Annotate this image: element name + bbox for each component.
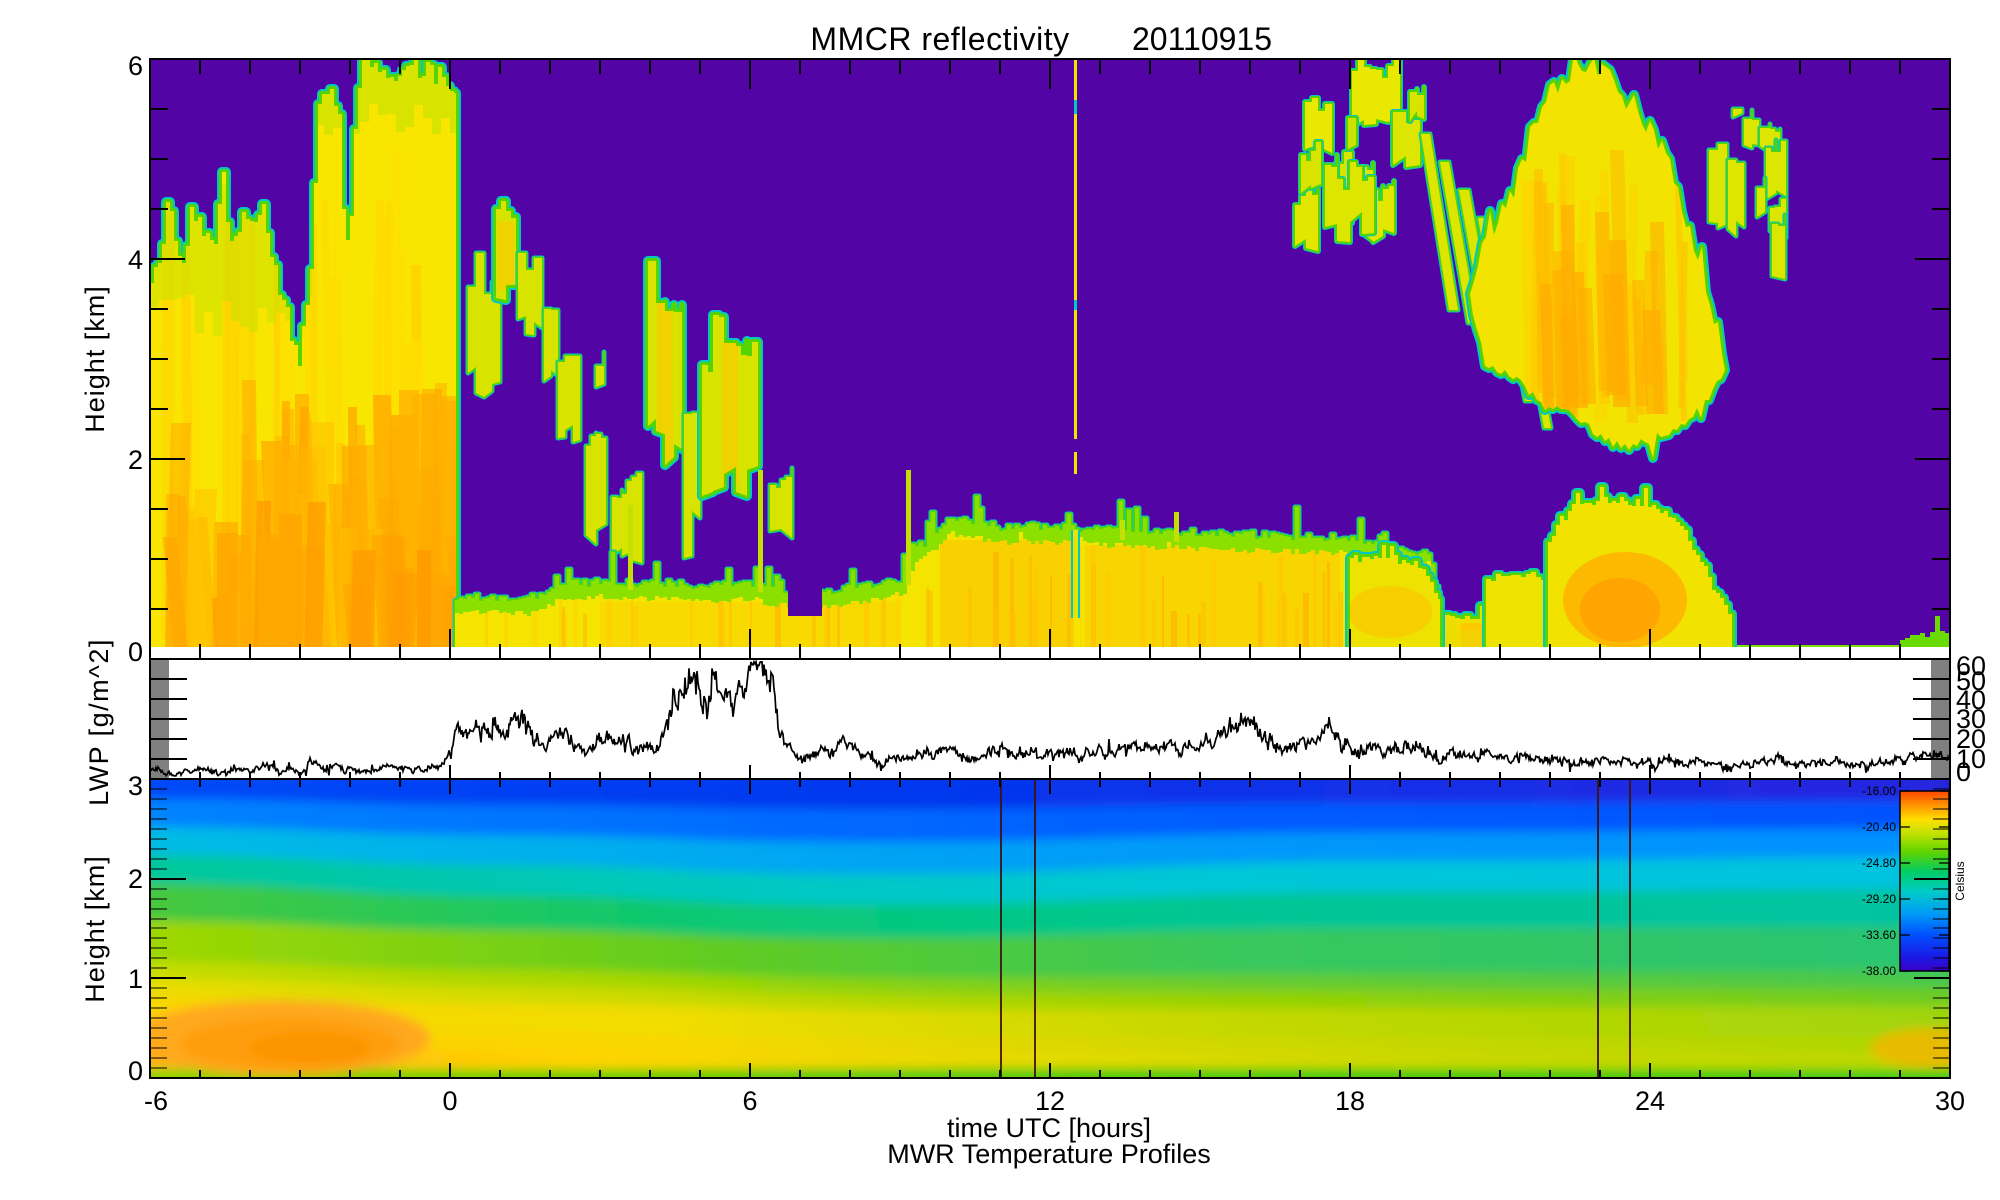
svg-text:18: 18 [1335, 1086, 1365, 1116]
svg-text:12: 12 [1035, 1086, 1065, 1116]
svg-text:-24.80: -24.80 [1862, 856, 1896, 870]
svg-text:2: 2 [128, 864, 143, 894]
svg-text:6: 6 [128, 51, 143, 81]
svg-text:LWP [g/m^2]: LWP [g/m^2] [84, 638, 114, 806]
svg-text:MWR Temperature Profiles: MWR Temperature Profiles [887, 1139, 1211, 1169]
svg-text:-20.40: -20.40 [1862, 820, 1896, 834]
svg-text:20: 20 [1956, 724, 1986, 754]
svg-text:50: 50 [1956, 666, 1986, 696]
svg-text:0: 0 [128, 1056, 143, 1086]
svg-text:MMCR reflectivity: MMCR reflectivity [810, 21, 1069, 57]
svg-text:-38.00: -38.00 [1862, 964, 1896, 978]
svg-text:2: 2 [128, 445, 143, 475]
svg-text:6: 6 [742, 1086, 757, 1116]
svg-text:40: 40 [1956, 685, 1986, 715]
svg-text:10: 10 [1956, 744, 1986, 774]
svg-text:Height [km]: Height [km] [80, 285, 110, 433]
svg-text:60: 60 [1956, 651, 1986, 681]
svg-text:3: 3 [128, 771, 143, 801]
svg-text:1: 1 [128, 964, 143, 994]
svg-text:-33.60: -33.60 [1862, 928, 1896, 942]
svg-text:24: 24 [1635, 1086, 1665, 1116]
svg-text:4: 4 [128, 245, 143, 275]
svg-text:20110915: 20110915 [1132, 21, 1272, 57]
svg-text:Celsius: Celsius [1953, 861, 1967, 900]
svg-text:0: 0 [128, 637, 143, 667]
svg-text:0: 0 [442, 1086, 457, 1116]
svg-text:time UTC [hours]: time UTC [hours] [947, 1113, 1151, 1143]
svg-text:Height [km]: Height [km] [80, 855, 110, 1003]
svg-text:-6: -6 [144, 1086, 168, 1116]
svg-text:-29.20: -29.20 [1862, 892, 1896, 906]
svg-text:30: 30 [1956, 704, 1986, 734]
svg-text:30: 30 [1935, 1086, 1965, 1116]
svg-text:-16.00: -16.00 [1862, 784, 1896, 798]
svg-text:0: 0 [1956, 757, 1971, 787]
